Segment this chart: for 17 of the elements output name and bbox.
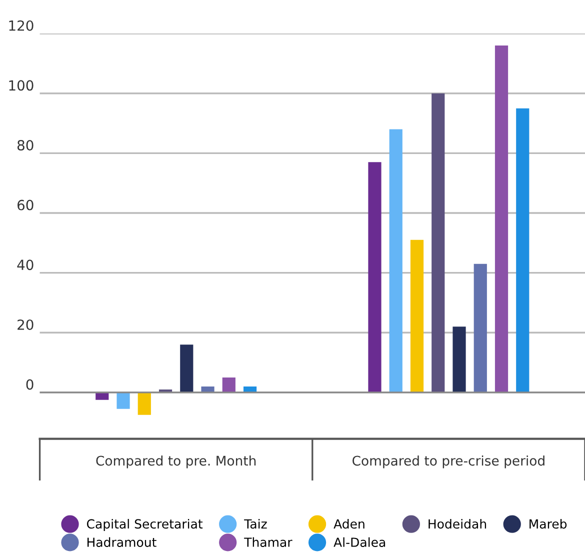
legend-label: Hadramout bbox=[87, 537, 156, 547]
y-tick-label: 20 bbox=[18, 319, 34, 330]
y-tick-label: 80 bbox=[17, 140, 34, 150]
legend-label: Hodeidah bbox=[428, 518, 486, 529]
y-tick-label: 100 bbox=[9, 80, 34, 91]
legend-label: Taiz bbox=[244, 518, 267, 529]
x-tick-label: Compared to pre. Month bbox=[96, 455, 256, 468]
legend-label: Mareb bbox=[530, 518, 567, 529]
y-tick-label: 0 bbox=[26, 379, 34, 390]
y-tick-label: 60 bbox=[18, 200, 34, 210]
x-tick-label: Compared to pre-crise period bbox=[352, 455, 544, 468]
y-tick-label: 40 bbox=[17, 260, 34, 270]
legend-label: Al-Dalea bbox=[334, 537, 386, 547]
y-tick-label: 120 bbox=[9, 20, 34, 31]
legend-label: Capital Secretariat bbox=[86, 518, 203, 532]
legend-label: Aden bbox=[334, 518, 364, 529]
legend-label: Thamar bbox=[244, 537, 292, 547]
